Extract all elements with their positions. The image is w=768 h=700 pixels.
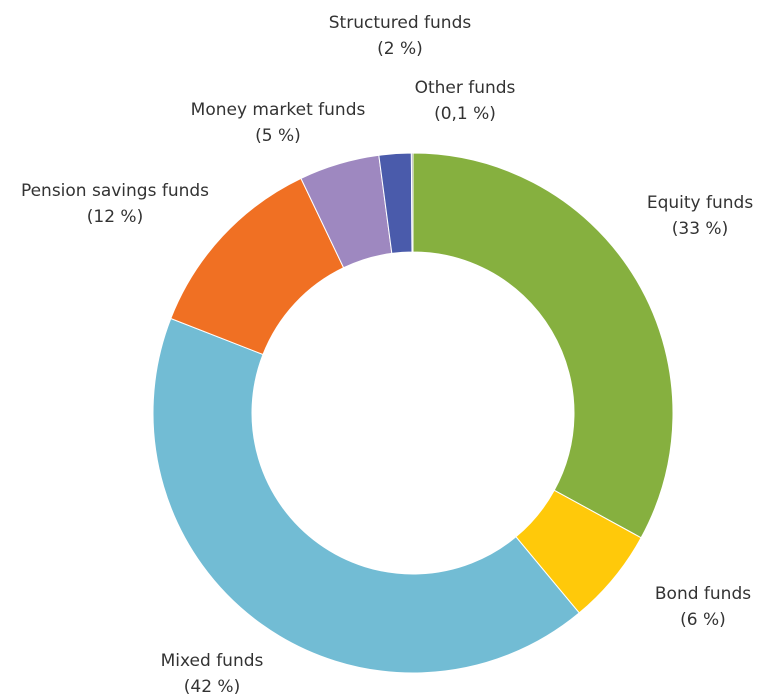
slice-label: Mixed funds [161, 651, 264, 671]
slice-label: Other funds [415, 78, 516, 98]
slice-value-label: (33 %) [672, 219, 728, 239]
slice-label: Pension savings funds [21, 181, 209, 201]
slice-value-label: (42 %) [184, 677, 240, 697]
slice-value-label: (2 %) [377, 39, 423, 59]
donut-slice [152, 317, 580, 674]
slice-value-label: (5 %) [255, 126, 301, 146]
slice-value-label: (0,1 %) [434, 104, 496, 124]
slice-value-label: (12 %) [87, 207, 143, 227]
slice-label: Money market funds [191, 100, 366, 120]
slice-value-label: (6 %) [680, 610, 726, 630]
slice-label: Bond funds [655, 584, 751, 604]
donut-slice [410, 152, 414, 253]
donut-slice [412, 152, 674, 539]
slice-label: Equity funds [647, 193, 753, 213]
slice-label: Structured funds [329, 13, 472, 33]
